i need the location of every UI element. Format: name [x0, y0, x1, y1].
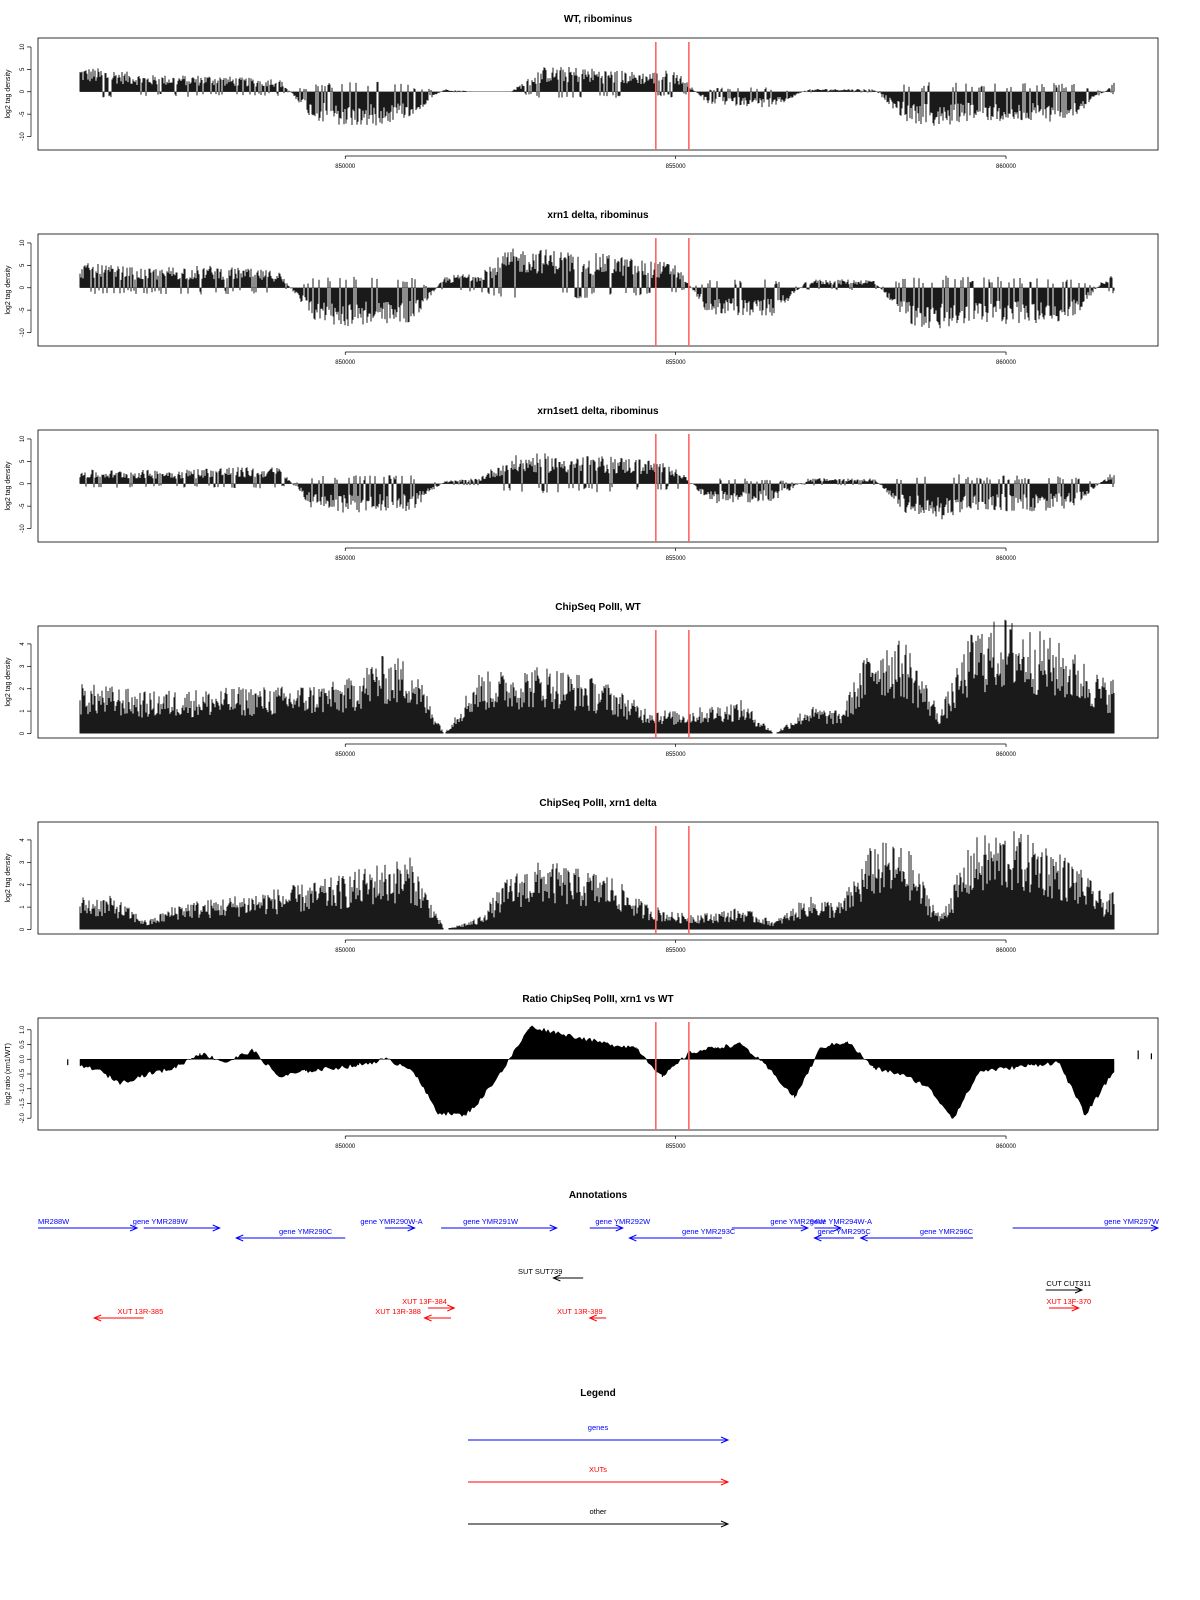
y-tick-label: 4 [20, 838, 26, 842]
y-tick-label: 10 [20, 435, 26, 442]
x-tick-label: 860000 [996, 948, 1017, 954]
y-tick-label: 10 [20, 239, 26, 246]
x-tick-label: 860000 [996, 556, 1017, 562]
y-axis: 10 5 0 -5 -10 log2 tag density [5, 435, 32, 533]
y-tick-label: 2 [20, 882, 26, 886]
chart-panel-1: WT, ribominus 10 5 0 -5 -10 log2 tag density 85… [5, 14, 1159, 170]
y-tick-label: -5 [20, 503, 26, 509]
chart-panel-2: xrn1 delta, ribominus 10 5 0 -5 -10 log2 tag d… [5, 210, 1159, 366]
x-tick-label: 855000 [666, 752, 687, 758]
y-axis-label: log2 tag density [5, 853, 12, 903]
data-series [79, 248, 1115, 329]
y-axis: 10 5 0 -5 -10 log2 tag density [5, 43, 32, 141]
y-tick-label: 0 [20, 481, 26, 485]
y-axis-label: log2 tag density [5, 265, 12, 315]
x-axis: 850000 855000 860000 [335, 547, 1017, 562]
y-tick-label: 5 [20, 459, 26, 463]
x-axis: 850000 855000 860000 [335, 939, 1017, 954]
x-axis: 850000 855000 860000 [335, 155, 1017, 170]
x-axis: 850000 855000 860000 [335, 351, 1017, 366]
chart-title: ChipSeq PolII, xrn1 delta [539, 798, 657, 809]
x-tick-label: 850000 [335, 360, 356, 366]
y-axis: 10 5 0 -5 -10 log2 tag density [5, 239, 32, 337]
x-tick-label: 855000 [666, 360, 687, 366]
y-tick-label: 5 [20, 263, 26, 267]
x-tick-label: 855000 [666, 556, 687, 562]
plot-frame [37, 429, 1159, 543]
x-tick-label: 860000 [996, 164, 1017, 170]
y-tick-label: 1 [20, 709, 26, 713]
y-axis-label: log2 tag density [5, 69, 12, 119]
y-tick-label: -10 [20, 328, 26, 337]
y-tick-label: -10 [20, 524, 26, 533]
x-tick-label: 860000 [996, 752, 1017, 758]
y-tick-label: 2 [20, 686, 26, 690]
chart-panel-5: ChipSeq PolII, xrn1 delta 4 3 2 1 0 log2 tag d… [5, 798, 1159, 954]
chart-panel-4: ChipSeq PolII, WT 4 3 2 1 0 log2 tag density 85… [5, 602, 1159, 758]
x-tick-label: 855000 [666, 948, 687, 954]
chart-title: ChipSeq PolII, WT [555, 602, 641, 613]
y-tick-label: -5 [20, 307, 26, 313]
y-tick-label: 3 [20, 860, 26, 864]
x-axis: 850000 855000 860000 [335, 743, 1017, 758]
y-tick-label: -10 [20, 132, 26, 141]
y-tick-label: -5 [20, 111, 26, 117]
y-tick-label: 0 [20, 731, 26, 735]
x-tick-label: 850000 [335, 556, 356, 562]
data-series [79, 831, 1115, 930]
data-series [79, 619, 1115, 734]
plot-frame [37, 625, 1159, 739]
chart-title: WT, ribominus [564, 14, 633, 25]
y-tick-label: 4 [20, 642, 26, 646]
plot-frame [37, 37, 1159, 151]
y-tick-label: 10 [20, 43, 26, 50]
x-tick-label: 860000 [996, 360, 1017, 366]
y-axis: 4 3 2 1 0 log2 tag density [5, 642, 32, 735]
y-tick-label: 0 [20, 927, 26, 931]
plot-frame [37, 821, 1159, 935]
y-axis-label: log2 tag density [5, 461, 12, 511]
x-tick-label: 850000 [335, 164, 356, 170]
y-tick-label: 5 [20, 67, 26, 71]
data-series [79, 66, 1115, 126]
chart-title: xrn1 delta, ribominus [547, 210, 649, 221]
y-tick-label: 3 [20, 664, 26, 668]
y-tick-label: 1 [20, 905, 26, 909]
x-tick-label: 855000 [666, 164, 687, 170]
data-series [79, 453, 1115, 520]
y-tick-label: 0 [20, 89, 26, 93]
x-tick-label: 850000 [335, 948, 356, 954]
y-tick-label: 0 [20, 285, 26, 289]
plot-frame [37, 233, 1159, 347]
x-tick-label: 850000 [335, 752, 356, 758]
y-axis: 4 3 2 1 0 log2 tag density [5, 838, 32, 931]
chart-title: xrn1set1 delta, ribominus [537, 406, 659, 417]
y-axis-label: log2 tag density [5, 657, 12, 707]
chart-panel-3: xrn1set1 delta, ribominus 10 5 0 -5 -10 log2 t… [5, 406, 1159, 562]
